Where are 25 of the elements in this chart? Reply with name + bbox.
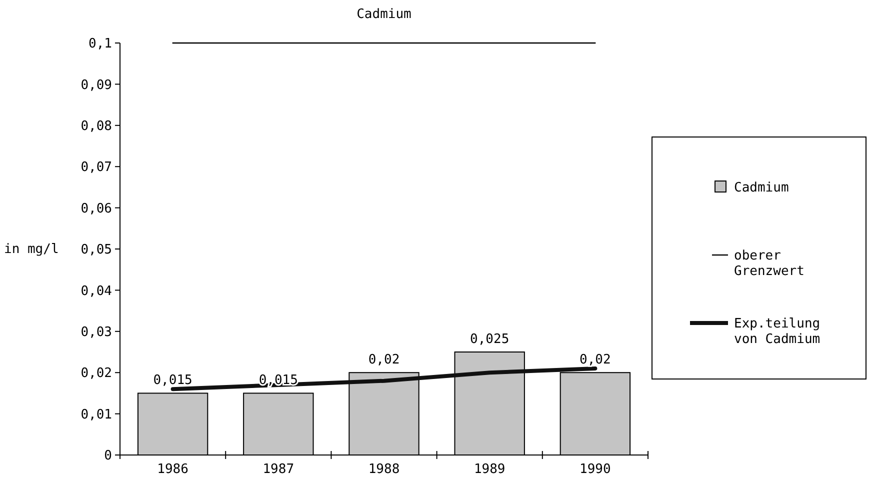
- legend-label: Cadmium: [734, 180, 789, 196]
- chart-title: Cadmium: [356, 7, 412, 22]
- y-tick-label: 0,1: [88, 36, 112, 52]
- y-tick-label: 0,07: [80, 160, 112, 176]
- data-label: 0,02: [580, 352, 611, 368]
- y-tick-label: 0,06: [80, 201, 112, 216]
- data-label: 0,015: [153, 373, 192, 388]
- y-tick-label: 0,05: [80, 242, 112, 258]
- x-tick-label: 1987: [262, 462, 294, 477]
- x-tick-label: 1988: [368, 462, 400, 477]
- data-label: 0,02: [368, 352, 400, 368]
- y-tick-label: 0: [104, 448, 112, 464]
- y-tick-label: 0,01: [80, 407, 112, 422]
- y-tick-label: 0,08: [80, 118, 112, 134]
- x-tick-label: 1990: [580, 462, 611, 477]
- y-tick-label: 0,03: [80, 324, 112, 340]
- x-tick-label: 1989: [474, 462, 506, 477]
- y-tick-label: 0,02: [80, 366, 112, 382]
- y-tick-label: 0,04: [80, 284, 112, 299]
- y-tick-label: 0,09: [80, 78, 112, 93]
- data-label: 0,025: [470, 332, 510, 347]
- x-tick-label: 1986: [157, 462, 188, 477]
- legend-label: Exp.teilung von Cadmium: [734, 316, 820, 348]
- legend-label: oberer Grenzwert: [734, 248, 804, 280]
- y-axis-title: in mg/l: [4, 242, 59, 257]
